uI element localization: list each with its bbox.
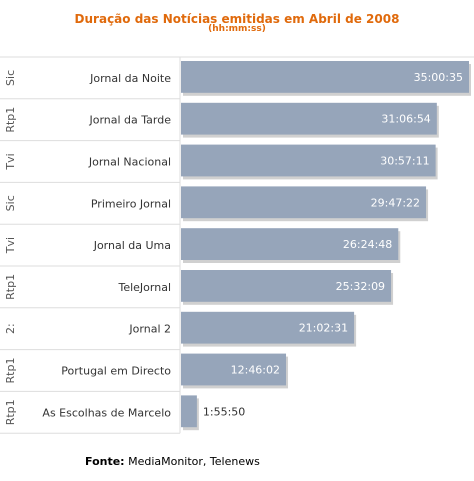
channel-label: Sic [4,70,17,86]
category-label: As Escolhas de Marcelo [42,406,171,419]
source-text: MediaMonitor, Telenews [124,455,260,468]
bar [181,61,469,93]
channel-label: Sic [4,195,17,211]
category-label: Portugal em Directo [61,365,171,378]
bar [181,353,287,386]
value-label: 31:06:54 [381,113,430,126]
category-label: TeleJornal [117,281,171,294]
value-label: 1:55:50 [203,405,245,418]
channel-label: Rtp1 [4,274,17,300]
channel-label: Rtp1 [4,358,17,384]
bar [181,144,436,177]
value-label: 26:24:48 [343,238,392,251]
source-label: Fonte: [85,455,125,468]
category-label: Jornal da Tarde [88,114,171,127]
category-label: Primeiro Jornal [91,197,171,210]
channel-label: Tvi [4,153,17,170]
bar [181,311,355,344]
source-note: Fonte: MediaMonitor, Telenews [85,455,260,468]
bar [181,270,392,302]
category-label: Jornal da Noite [89,72,171,85]
channel-label: 2: [4,323,17,334]
category-label: Jornal Nacional [88,156,171,169]
bar [181,395,197,428]
value-label: 29:47:22 [371,196,420,209]
bar [181,186,427,219]
channel-label: Rtp1 [4,399,17,425]
chart-subtitle: (hh:mm:ss) [208,24,266,34]
value-label: 25:32:09 [336,280,385,293]
value-label: 30:57:11 [380,155,429,168]
chart-title: Duração das Notícias emitidas em Abril d… [74,12,400,26]
category-label: Jornal 2 [128,323,171,336]
channel-label: Rtp1 [4,107,17,133]
category-label: Jornal da Uma [93,239,171,252]
bar [181,228,399,260]
value-label: 21:02:31 [299,322,348,335]
value-label: 12:46:02 [231,364,280,377]
channel-label: Tvi [4,237,17,254]
bar [181,102,437,135]
value-label: 35:00:35 [414,71,463,84]
